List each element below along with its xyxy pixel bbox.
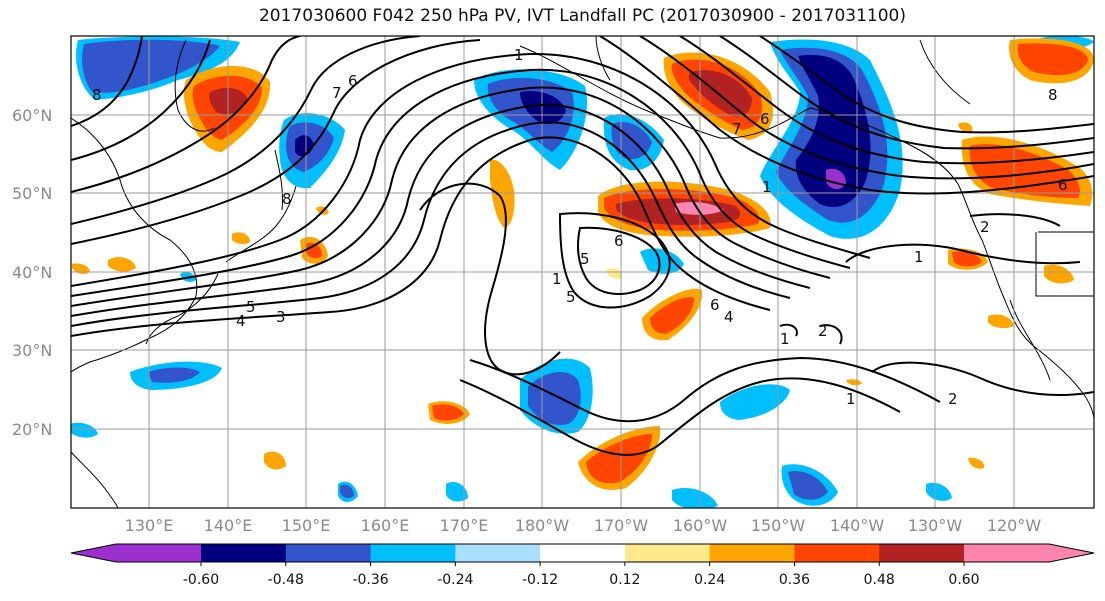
contour-label: 5 (580, 250, 590, 268)
lat-label-50n: 50°N (12, 184, 52, 203)
map-title: 2017030600 F042 250 hPa PV, IVT Landfall… (258, 6, 906, 26)
lon-label: 140°E (204, 516, 253, 535)
lat-label-60n: 60°N (12, 106, 52, 125)
contour-label: 6 (710, 296, 720, 314)
contour-label: 5 (566, 288, 576, 306)
colorbar-bin (794, 544, 880, 562)
pv-anomaly-fills (71, 36, 1094, 508)
contour-label: 5 (246, 298, 256, 316)
latitude-axis: 60°N 50°N 40°N 30°N 20°N (12, 106, 52, 439)
contour-label: 7 (332, 84, 342, 102)
contour-label: 2 (948, 390, 958, 408)
contour-label: 8 (92, 86, 102, 104)
lon-label: 120°W (987, 516, 1042, 535)
lat-label-20n: 20°N (12, 420, 52, 439)
colorbar-tick-label: -0.24 (437, 572, 473, 588)
contour-label: 2 (980, 218, 990, 236)
lon-label: 160°W (673, 516, 728, 535)
colorbar-extend-low (71, 544, 116, 562)
positive-anomaly-regions (72, 38, 1094, 490)
plot-frame (70, 35, 1095, 509)
contour-label: 1 (552, 270, 562, 288)
contour-label: 2 (818, 322, 828, 340)
colorbar-bin (455, 544, 541, 562)
contour-label: 1 (762, 178, 772, 196)
contour-label: 1 (514, 46, 524, 64)
contour-label: 6 (1058, 176, 1068, 194)
colorbar-bin (116, 544, 202, 562)
lon-label: 130°E (125, 516, 174, 535)
contour-label: 1 (846, 390, 856, 408)
colorbar-tick-label: -0.36 (352, 572, 388, 588)
contour-label: 6 (348, 72, 358, 90)
contour-label: 3 (276, 308, 286, 326)
colorbar-tick-label: -0.48 (268, 572, 304, 588)
colorbar-bin (624, 544, 711, 562)
lon-label: 150°E (282, 516, 331, 535)
colorbar-ticks: -0.60 -0.48 -0.36 -0.24 -0.12 0.12 0.24 0.36 0.4… (183, 562, 980, 588)
colorbar-bin (201, 544, 287, 562)
contour-label: 8 (282, 190, 292, 208)
colorbar-bin (540, 544, 626, 562)
lat-label-30n: 30°N (12, 341, 52, 360)
lon-label: 180°W (515, 516, 570, 535)
colorbar-tick-label: 0.36 (779, 572, 810, 588)
contour-labels: 1 6 7 8 8 5 4 3 1 5 6 5 6 4 1 2 1 1 2 6 … (92, 46, 1068, 408)
colorbar-tick-label: 0.48 (864, 572, 895, 588)
colorbar-tick-label: 0.60 (948, 572, 979, 588)
lat-label-40n: 40°N (12, 263, 52, 282)
colorbar-bin (879, 544, 965, 562)
colorbar-bin (709, 544, 795, 562)
longitude-axis: 130°E 140°E 150°E 160°E 170°E 180°W 170°… (125, 516, 1042, 535)
contour-label: 6 (760, 110, 770, 128)
colorbar-tick-label: 0.12 (609, 572, 640, 588)
contour-label: 7 (732, 120, 742, 138)
lon-label: 150°W (751, 516, 806, 535)
colorbar: -0.60 -0.48 -0.36 -0.24 -0.12 0.12 0.24 0.36 0.4… (70, 543, 1095, 588)
lon-label: 130°W (908, 516, 963, 535)
colorbar-bin (370, 544, 456, 562)
colorbar-bin (285, 544, 372, 562)
contour-label: 4 (724, 308, 734, 326)
lon-label: 170°E (440, 516, 489, 535)
ivt-contours (71, 36, 1094, 456)
lon-label: 140°W (830, 516, 885, 535)
coastlines (71, 36, 1094, 508)
contour-label: 4 (236, 312, 246, 330)
colorbar-tick-label: -0.60 (183, 572, 219, 588)
colorbar-tick-label: 0.24 (694, 572, 725, 588)
colorbar-bins (71, 544, 1094, 562)
contour-label: 1 (914, 248, 924, 266)
lon-label: 170°W (594, 516, 649, 535)
contour-label: 6 (614, 232, 624, 250)
colorbar-extend-high (1049, 544, 1094, 562)
colorbar-outline (70, 543, 1095, 563)
contour-label: 1 (780, 330, 790, 348)
colorbar-bin (964, 544, 1050, 562)
colorbar-tick-label: -0.12 (522, 572, 558, 588)
lon-label: 160°E (361, 516, 410, 535)
contour-label: 8 (1048, 86, 1058, 104)
